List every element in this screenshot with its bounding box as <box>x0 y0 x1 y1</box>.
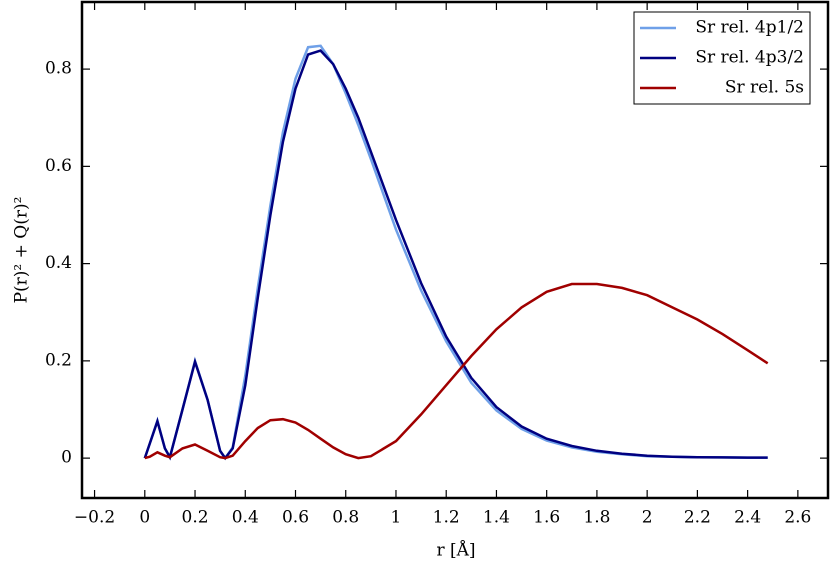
x-tick-label: 0.2 <box>182 508 209 528</box>
data-line <box>143 49 768 461</box>
x-axis-label: r [Å] <box>436 540 475 561</box>
y-axis-label: P(r)² + Q(r)² <box>12 197 32 304</box>
data-line <box>143 44 768 461</box>
x-tick-label: 2 <box>642 508 653 528</box>
plot-frame <box>80 0 830 500</box>
x-tick-label: 0.8 <box>332 508 359 528</box>
y-tick-label: 0.6 <box>45 156 72 176</box>
x-tick-label: 2.4 <box>734 508 761 528</box>
x-tick-label: 2.2 <box>684 508 711 528</box>
x-tick-label: −0.2 <box>74 508 115 528</box>
x-tick-label: 2.6 <box>784 508 811 528</box>
y-tick-label: 0.4 <box>45 253 72 273</box>
y-tick-label: 0.8 <box>45 59 72 79</box>
legend-label: Sr rel. 5s <box>725 78 804 98</box>
x-tick-label: 0.6 <box>282 508 309 528</box>
x-tick-label: 1.4 <box>483 508 510 528</box>
x-tick-label: 1 <box>391 508 402 528</box>
x-tick-label: 1.2 <box>433 508 460 528</box>
y-tick-label: 0 <box>61 448 72 468</box>
x-tick-label: 0.4 <box>232 508 259 528</box>
legend-label: Sr rel. 4p1/2 <box>695 18 804 38</box>
legend-label: Sr rel. 4p3/2 <box>695 48 804 68</box>
y-tick-label: 0.2 <box>45 350 72 370</box>
x-tick-label: 1.8 <box>583 508 610 528</box>
x-tick-label: 0 <box>139 508 150 528</box>
x-tick-label: 1.6 <box>533 508 560 528</box>
data-line <box>144 282 769 460</box>
